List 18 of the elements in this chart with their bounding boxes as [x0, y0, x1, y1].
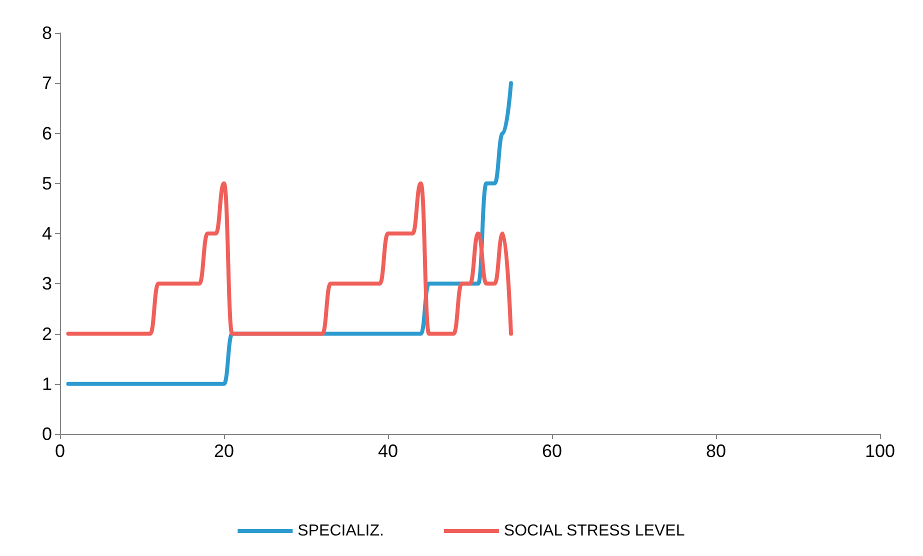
x-tick-label: 60	[542, 441, 562, 461]
legend-label: SOCIAL STRESS LEVEL	[504, 522, 685, 540]
legend-label: SPECIALIZ.	[298, 522, 384, 540]
y-tick-label: 5	[42, 173, 52, 194]
x-tick-label: 80	[706, 441, 726, 461]
y-tick-label: 2	[42, 324, 52, 344]
x-tick-label: 100	[864, 441, 896, 461]
y-tick-label: 7	[42, 73, 52, 94]
y-tick-label: 6	[42, 123, 52, 144]
y-tick-label: 4	[42, 224, 52, 244]
line-series	[66, 181, 513, 336]
x-tick-label: 20	[214, 441, 234, 461]
y-tick-label: 1	[42, 374, 52, 394]
x-tick-label: 40	[378, 441, 398, 461]
y-tick-label: 0	[42, 424, 52, 444]
y-tick-label: 3	[42, 274, 52, 294]
x-tick-label: 0	[54, 441, 66, 461]
y-tick-label: 8	[42, 23, 52, 43]
